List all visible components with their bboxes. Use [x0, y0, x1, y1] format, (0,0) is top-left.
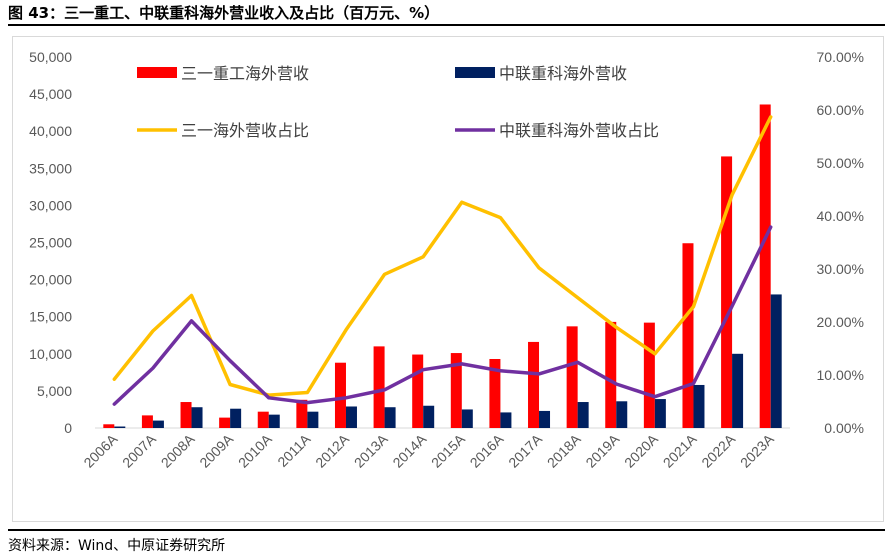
- bar-zoomlion: [345, 406, 357, 428]
- bar-zoomlion: [693, 384, 705, 428]
- bar-zoomlion: [461, 409, 473, 428]
- bar-sany: [219, 417, 231, 428]
- bar-zoomlion: [268, 414, 280, 428]
- x-tick-label: 2008A: [158, 430, 198, 470]
- x-tick-label: 2015A: [428, 430, 468, 470]
- bar-sany: [528, 341, 540, 428]
- y-right-tick-label: 50.00%: [817, 155, 864, 171]
- legend-swatch-bar: [455, 67, 495, 78]
- bar-zoomlion: [307, 411, 319, 428]
- bar-sany: [103, 424, 115, 428]
- x-tick-label: 2019A: [582, 430, 622, 470]
- y-right-tick-label: 20.00%: [817, 314, 864, 330]
- x-tick-label: 2018A: [544, 430, 584, 470]
- bar-sany: [721, 156, 733, 429]
- bar-zoomlion: [732, 353, 744, 428]
- x-tick-label: 2014A: [389, 430, 429, 470]
- bar-sany: [605, 321, 617, 428]
- legend-label: 中联重科海外营收占比: [499, 121, 659, 140]
- bar-zoomlion: [114, 426, 126, 428]
- x-tick-label: 2006A: [80, 430, 120, 470]
- bar-zoomlion: [654, 399, 666, 428]
- bar-sany: [489, 358, 501, 428]
- bar-zoomlion: [770, 294, 782, 428]
- bar-zoomlion: [230, 408, 242, 428]
- y-left-tick-label: 40,000: [29, 123, 72, 139]
- legend-label: 三一重工海外营收: [181, 64, 309, 83]
- bar-sany: [759, 104, 771, 428]
- y-right-tick-label: 70.00%: [817, 49, 864, 65]
- bar-zoomlion: [616, 401, 628, 428]
- y-left-tick-label: 45,000: [29, 86, 72, 102]
- line-zoomlion-share: [112, 225, 773, 406]
- bar-sany: [257, 411, 269, 428]
- x-tick-label: 2012A: [312, 430, 352, 470]
- chart-frame: [12, 36, 884, 522]
- line-sany-share: [112, 115, 773, 397]
- y-left-tick-label: 30,000: [29, 197, 72, 213]
- y-left-tick-label: 5,000: [37, 383, 72, 399]
- source-note: 资料来源：Wind、中原证券研究所: [8, 538, 226, 554]
- combo-chart: 0 5,000 10,000 15,000 20,000 25,000 30,000 35,0…: [29, 49, 864, 471]
- bar-sany: [412, 354, 424, 428]
- bar-zoomlion: [423, 405, 435, 428]
- x-tick-label: 2017A: [505, 430, 545, 470]
- bar-sany: [296, 399, 308, 428]
- y-left-tick-label: 10,000: [29, 346, 72, 362]
- bar-sany: [682, 243, 694, 428]
- y-right-tick-label: 40.00%: [817, 208, 864, 224]
- bar-sany: [450, 353, 462, 428]
- y-right-tick-label: 60.00%: [817, 102, 864, 118]
- y-right-tick-label: 30.00%: [817, 261, 864, 277]
- x-tick-label: 2022A: [698, 430, 738, 470]
- source-rule: [8, 529, 885, 531]
- x-tick-label: 2021A: [660, 430, 700, 470]
- y-left-tick-label: 15,000: [29, 309, 72, 325]
- legend-swatch-bar: [137, 67, 177, 78]
- x-tick-label: 2013A: [351, 430, 391, 470]
- x-tick-label: 2009A: [196, 430, 236, 470]
- bar-zoomlion: [152, 420, 164, 428]
- bar-sany: [566, 326, 578, 428]
- bar-sany: [643, 322, 655, 428]
- bar-zoomlion: [500, 412, 512, 428]
- bar-sany: [373, 346, 385, 428]
- y-left-tick-label: 20,000: [29, 272, 72, 288]
- y-right-tick-label: 0.00%: [824, 420, 864, 436]
- title-rule: [8, 24, 885, 26]
- x-tick-label: 2020A: [621, 430, 661, 470]
- x-tick-label: 2011A: [274, 430, 314, 470]
- y-left-tick-label: 50,000: [29, 49, 72, 65]
- legend-label: 中联重科海外营收: [499, 64, 627, 83]
- x-tick-label: 2007A: [119, 430, 159, 470]
- bar-sany: [334, 362, 346, 428]
- bar-zoomlion: [191, 407, 203, 428]
- y-left-tick-label: 25,000: [29, 235, 72, 251]
- bar-zoomlion: [577, 402, 589, 428]
- x-tick-label: 2016A: [467, 430, 507, 470]
- bar-zoomlion: [384, 407, 396, 428]
- y-left-tick-label: 35,000: [29, 160, 72, 176]
- legend-label: 三一海外营收占比: [181, 121, 309, 140]
- y-left-tick-label: 0: [64, 420, 72, 436]
- x-tick-label: 2023A: [737, 430, 777, 470]
- bar-zoomlion: [539, 410, 551, 428]
- figure-title: 图 43：三一重工、中联重科海外营业收入及占比（百万元、%）: [8, 4, 440, 22]
- y-right-tick-label: 10.00%: [817, 367, 864, 383]
- bar-sany: [180, 402, 192, 428]
- x-tick-label: 2010A: [235, 430, 275, 470]
- bar-sany: [141, 415, 153, 428]
